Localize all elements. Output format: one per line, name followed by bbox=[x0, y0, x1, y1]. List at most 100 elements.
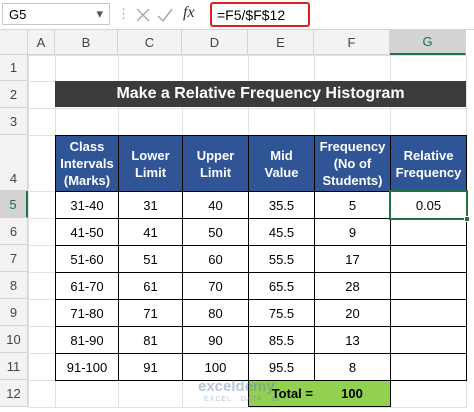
table-cell[interactable]: 55.5 bbox=[248, 245, 315, 273]
table-header-cell: Class Intervals (Marks) bbox=[55, 135, 119, 192]
header-text: Frequency bbox=[319, 139, 386, 154]
table-cell[interactable]: 5 bbox=[314, 191, 391, 219]
row-header[interactable]: 12 bbox=[0, 380, 28, 407]
row-header[interactable]: 4 bbox=[0, 135, 28, 191]
table-cell[interactable]: 41 bbox=[118, 218, 183, 246]
dropdown-arrow[interactable]: ▾ bbox=[96, 6, 103, 21]
enter-icon[interactable] bbox=[157, 8, 173, 23]
grid-cell[interactable] bbox=[390, 108, 467, 136]
select-all[interactable] bbox=[0, 30, 28, 55]
column-header[interactable]: D bbox=[182, 30, 248, 55]
column-header[interactable]: A bbox=[28, 30, 55, 55]
grid-cell[interactable] bbox=[55, 380, 119, 408]
grid-cell[interactable] bbox=[248, 55, 315, 82]
table-cell[interactable]: 60 bbox=[182, 245, 249, 273]
grid-cell[interactable] bbox=[118, 55, 183, 82]
column-header[interactable]: C bbox=[118, 30, 182, 55]
table-cell[interactable] bbox=[390, 299, 467, 327]
table-cell[interactable]: 90 bbox=[182, 326, 249, 354]
grid-cell[interactable] bbox=[28, 326, 56, 354]
grid-cell[interactable] bbox=[28, 55, 56, 82]
table-cell[interactable]: 70 bbox=[182, 272, 249, 300]
header-text: Limit bbox=[134, 164, 167, 180]
name-box[interactable]: G5 ▾ bbox=[2, 3, 110, 25]
table-cell[interactable]: 28 bbox=[314, 272, 391, 300]
table-cell[interactable]: 13 bbox=[314, 326, 391, 354]
table-cell[interactable]: 65.5 bbox=[248, 272, 315, 300]
table-cell[interactable] bbox=[390, 245, 467, 273]
table-cell[interactable]: 71 bbox=[118, 299, 183, 327]
grid-cell[interactable] bbox=[118, 108, 183, 136]
grid-cell[interactable] bbox=[390, 380, 467, 408]
column-header[interactable]: E bbox=[248, 30, 314, 55]
row-header[interactable]: 10 bbox=[0, 326, 28, 353]
grid-cell[interactable] bbox=[118, 380, 183, 408]
table-cell[interactable] bbox=[390, 326, 467, 354]
table-cell[interactable]: 50 bbox=[182, 218, 249, 246]
table-cell[interactable]: 31-40 bbox=[55, 191, 119, 219]
table-cell[interactable]: 85.5 bbox=[248, 326, 315, 354]
row-header[interactable]: 5 bbox=[0, 191, 28, 218]
table-cell[interactable]: 51 bbox=[118, 245, 183, 273]
table-cell[interactable] bbox=[390, 353, 467, 381]
grid-cell[interactable] bbox=[28, 272, 56, 300]
table-cell[interactable]: 91 bbox=[118, 353, 183, 381]
column-header[interactable]: F bbox=[314, 30, 390, 55]
table-cell[interactable] bbox=[390, 218, 467, 246]
grid-cell[interactable] bbox=[314, 55, 391, 82]
row-header[interactable]: 1 bbox=[0, 55, 28, 81]
table-cell[interactable]: 61-70 bbox=[55, 272, 119, 300]
table-cell[interactable]: 8 bbox=[314, 353, 391, 381]
table-cell[interactable]: 95.5 bbox=[248, 353, 315, 381]
table-cell[interactable]: 81 bbox=[118, 326, 183, 354]
grid-cell[interactable] bbox=[182, 108, 249, 136]
cancel-icon[interactable] bbox=[136, 8, 150, 22]
row-header[interactable]: 7 bbox=[0, 245, 28, 272]
table-cell[interactable]: 17 bbox=[314, 245, 391, 273]
table-cell[interactable]: 91-100 bbox=[55, 353, 119, 381]
grid-cell[interactable] bbox=[182, 55, 249, 82]
column-header[interactable]: G bbox=[390, 30, 466, 55]
active-cell[interactable] bbox=[389, 190, 468, 220]
row-header[interactable]: 11 bbox=[0, 353, 28, 380]
table-cell[interactable]: 71-80 bbox=[55, 299, 119, 327]
grid-cell[interactable] bbox=[55, 55, 119, 82]
table-cell[interactable]: 100 bbox=[182, 353, 249, 381]
table-cell[interactable] bbox=[390, 272, 467, 300]
table-cell[interactable]: 41-50 bbox=[55, 218, 119, 246]
formula-input[interactable]: =F5/$F$12 bbox=[210, 2, 310, 27]
grid-cell[interactable] bbox=[28, 245, 56, 273]
row-header[interactable]: 9 bbox=[0, 299, 28, 326]
table-cell[interactable]: 35.5 bbox=[248, 191, 315, 219]
grid-cell[interactable] bbox=[28, 81, 56, 109]
table-cell[interactable]: 20 bbox=[314, 299, 391, 327]
grid-cell[interactable] bbox=[248, 108, 315, 136]
table-cell[interactable]: 40 bbox=[182, 191, 249, 219]
grid-cell[interactable] bbox=[28, 135, 56, 192]
grid-cell[interactable] bbox=[28, 299, 56, 327]
table-cell[interactable]: 80 bbox=[182, 299, 249, 327]
grid-cell[interactable] bbox=[28, 191, 56, 219]
row-header[interactable]: 6 bbox=[0, 218, 28, 245]
table-cell[interactable]: 45.5 bbox=[248, 218, 315, 246]
grid-cell[interactable] bbox=[390, 55, 467, 82]
table-cell[interactable]: 31 bbox=[118, 191, 183, 219]
row-header[interactable]: 3 bbox=[0, 108, 28, 135]
grid-cell[interactable] bbox=[28, 380, 56, 408]
grid-cell[interactable] bbox=[55, 108, 119, 136]
table-cell[interactable]: 61 bbox=[118, 272, 183, 300]
table-cell[interactable]: 81-90 bbox=[55, 326, 119, 354]
grid-cell[interactable] bbox=[28, 218, 56, 246]
table-cell[interactable]: 75.5 bbox=[248, 299, 315, 327]
fx-button[interactable]: fx bbox=[183, 4, 195, 21]
column-header[interactable]: B bbox=[55, 30, 118, 55]
title-bar: Make a Relative Frequency Histogram bbox=[55, 81, 466, 107]
fill-handle[interactable] bbox=[464, 216, 470, 222]
row-header[interactable]: 8 bbox=[0, 272, 28, 299]
grid-cell[interactable] bbox=[28, 108, 56, 136]
table-cell[interactable]: 51-60 bbox=[55, 245, 119, 273]
row-header[interactable]: 2 bbox=[0, 81, 28, 108]
table-cell[interactable]: 9 bbox=[314, 218, 391, 246]
grid-cell[interactable] bbox=[28, 353, 56, 381]
grid-cell[interactable] bbox=[314, 108, 391, 136]
